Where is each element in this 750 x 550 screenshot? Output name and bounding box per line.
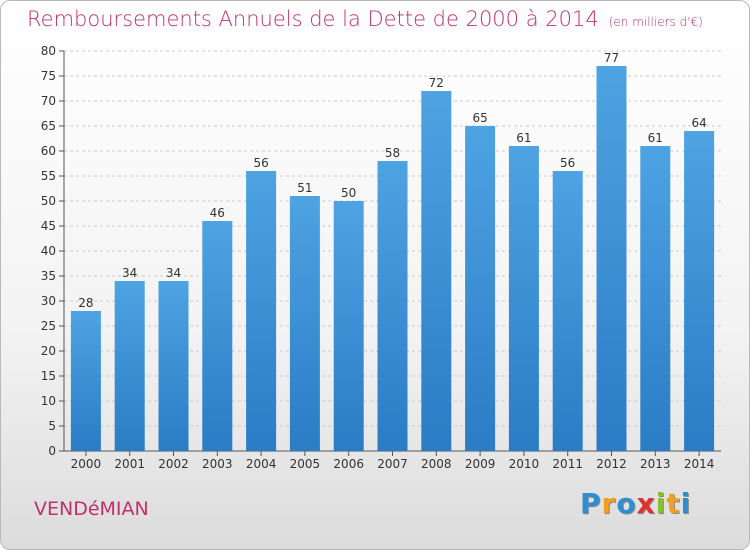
bar bbox=[552, 171, 583, 451]
y-tick-label: 0 bbox=[48, 444, 56, 458]
logo-letter: i bbox=[680, 487, 692, 520]
chart-title-unit: (en milliers d'€) bbox=[608, 15, 703, 29]
y-tick-label: 55 bbox=[41, 169, 56, 183]
bar bbox=[596, 66, 627, 451]
y-tick-label: 5 bbox=[48, 419, 56, 433]
data-label: 56 bbox=[253, 156, 268, 170]
x-tick-label: 2010 bbox=[509, 457, 540, 471]
data-label: 77 bbox=[604, 51, 619, 65]
bar bbox=[289, 196, 320, 451]
x-tick-label: 2012 bbox=[596, 457, 627, 471]
x-tick-label: 2011 bbox=[552, 457, 583, 471]
x-tick-label: 2014 bbox=[684, 457, 715, 471]
logo-letter: x bbox=[636, 487, 656, 520]
y-tick-label: 65 bbox=[41, 119, 56, 133]
logo-letter: P bbox=[580, 487, 602, 520]
y-tick-label: 10 bbox=[41, 394, 56, 408]
data-label: 61 bbox=[516, 131, 531, 145]
y-tick-label: 50 bbox=[41, 194, 56, 208]
chart-title: Remboursements Annuels de la Dette de 20… bbox=[27, 7, 703, 31]
data-label: 72 bbox=[429, 76, 444, 90]
data-label: 58 bbox=[385, 146, 400, 160]
data-label: 50 bbox=[341, 186, 356, 200]
x-tick-label: 2007 bbox=[377, 457, 408, 471]
data-label: 56 bbox=[560, 156, 575, 170]
x-tick-label: 2000 bbox=[71, 457, 102, 471]
data-label: 46 bbox=[210, 206, 225, 220]
x-tick-label: 2009 bbox=[465, 457, 496, 471]
chart-title-text: Remboursements Annuels de la Dette de 20… bbox=[27, 7, 599, 31]
y-tick-label: 80 bbox=[41, 44, 56, 58]
commune-name: VENDéMIAN bbox=[34, 498, 149, 520]
x-tick-label: 2001 bbox=[114, 457, 145, 471]
logo-letter: i bbox=[655, 487, 667, 520]
data-label: 65 bbox=[472, 111, 487, 125]
proxiti-logo: Proxiti bbox=[580, 487, 691, 520]
x-tick-label: 2013 bbox=[640, 457, 671, 471]
data-label: 64 bbox=[691, 116, 706, 130]
bar bbox=[684, 131, 715, 451]
data-label: 61 bbox=[648, 131, 663, 145]
bar bbox=[202, 221, 233, 451]
x-tick-label: 2004 bbox=[246, 457, 277, 471]
y-tick-label: 15 bbox=[41, 369, 56, 383]
y-tick-label: 40 bbox=[41, 244, 56, 258]
y-tick-label: 20 bbox=[41, 344, 56, 358]
bar bbox=[158, 281, 189, 451]
data-label: 28 bbox=[78, 296, 93, 310]
data-label: 34 bbox=[166, 266, 181, 280]
data-label: 51 bbox=[297, 181, 312, 195]
bar bbox=[70, 311, 101, 451]
y-tick-label: 70 bbox=[41, 94, 56, 108]
y-tick-label: 60 bbox=[41, 144, 56, 158]
x-tick-label: 2002 bbox=[158, 457, 189, 471]
data-label: 34 bbox=[122, 266, 137, 280]
x-tick-label: 2006 bbox=[333, 457, 364, 471]
x-tick-label: 2008 bbox=[421, 457, 452, 471]
x-tick-label: 2005 bbox=[290, 457, 321, 471]
bar bbox=[640, 146, 671, 451]
x-tick-label: 2003 bbox=[202, 457, 233, 471]
logo-letter: t bbox=[666, 487, 681, 520]
logo-letter: r bbox=[601, 487, 617, 520]
bar bbox=[421, 91, 452, 451]
bar bbox=[508, 146, 539, 451]
y-tick-label: 45 bbox=[41, 219, 56, 233]
bar bbox=[377, 161, 408, 451]
bar bbox=[465, 126, 496, 451]
y-tick-label: 25 bbox=[41, 319, 56, 333]
y-tick-label: 35 bbox=[41, 269, 56, 283]
bar bbox=[246, 171, 277, 451]
bar bbox=[114, 281, 145, 451]
bar bbox=[333, 201, 364, 451]
logo-letter: o bbox=[616, 487, 637, 520]
y-tick-label: 30 bbox=[41, 294, 56, 308]
y-tick-label: 75 bbox=[41, 69, 56, 83]
